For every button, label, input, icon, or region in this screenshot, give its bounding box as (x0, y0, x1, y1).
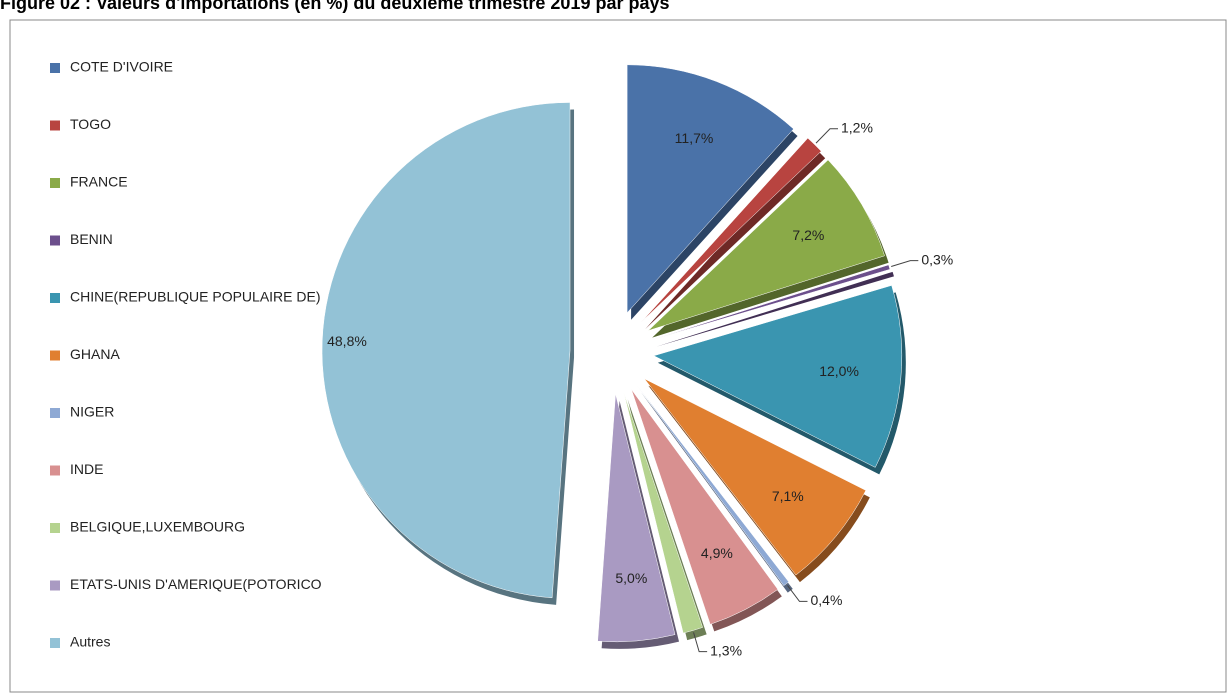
legend-swatch (50, 350, 60, 361)
legend-label: ETATS-UNIS D'AMERIQUE(POTORICO (70, 576, 322, 592)
slice (641, 137, 822, 323)
data-label: 1,3% (710, 642, 742, 658)
legend-label: INDE (70, 461, 103, 477)
slice (652, 264, 891, 340)
data-label: 1,2% (841, 119, 873, 135)
slice-shadow (656, 271, 894, 347)
chart-title: Figure 02 : Valeurs d'importations (en %… (0, 0, 670, 13)
legend-swatch (50, 465, 60, 476)
slice (644, 378, 867, 576)
slice (637, 385, 790, 587)
slice (653, 285, 903, 468)
legend-label: GHANA (70, 346, 120, 362)
data-label: 0,4% (810, 592, 842, 608)
legend-swatch (50, 293, 60, 303)
legend-swatch (50, 63, 60, 73)
legend-label: TOGO (70, 116, 111, 132)
data-label: 4,9% (701, 545, 733, 561)
data-label: 11,7% (675, 130, 714, 146)
legend-swatch (50, 523, 60, 533)
legend-swatch (50, 638, 60, 648)
slice (597, 393, 676, 643)
slice (626, 64, 794, 314)
legend-label: NIGER (70, 404, 114, 420)
legend-label: CHINE(REPUBLIQUE POPULAIRE DE) (70, 289, 321, 305)
legend-swatch (50, 178, 60, 188)
legend-swatch (50, 120, 60, 131)
legend-label: BENIN (70, 231, 113, 247)
legend-label: FRANCE (70, 174, 128, 190)
data-label: 7,2% (792, 227, 824, 243)
legend-label: COTE D'IVOIRE (70, 59, 173, 75)
slice (631, 389, 779, 625)
leader-line (693, 632, 708, 653)
legend-swatch (50, 580, 60, 591)
data-label: 7,1% (772, 488, 804, 504)
legend-label: BELGIQUE,LUXEMBOURG (70, 519, 245, 535)
data-label: 48,8% (327, 333, 367, 349)
leader-line (891, 260, 919, 267)
leader-line (815, 128, 839, 144)
data-label: 5,0% (615, 570, 647, 586)
legend-swatch (50, 408, 60, 418)
slice (321, 102, 571, 599)
slice (623, 392, 703, 634)
slice (648, 159, 885, 331)
leader-line (787, 585, 808, 602)
legend-swatch (50, 235, 60, 246)
slice-shadow (645, 145, 826, 329)
data-label: 12,0% (819, 363, 859, 379)
data-label: 0,3% (921, 251, 953, 267)
legend-label: Autres (70, 634, 110, 650)
